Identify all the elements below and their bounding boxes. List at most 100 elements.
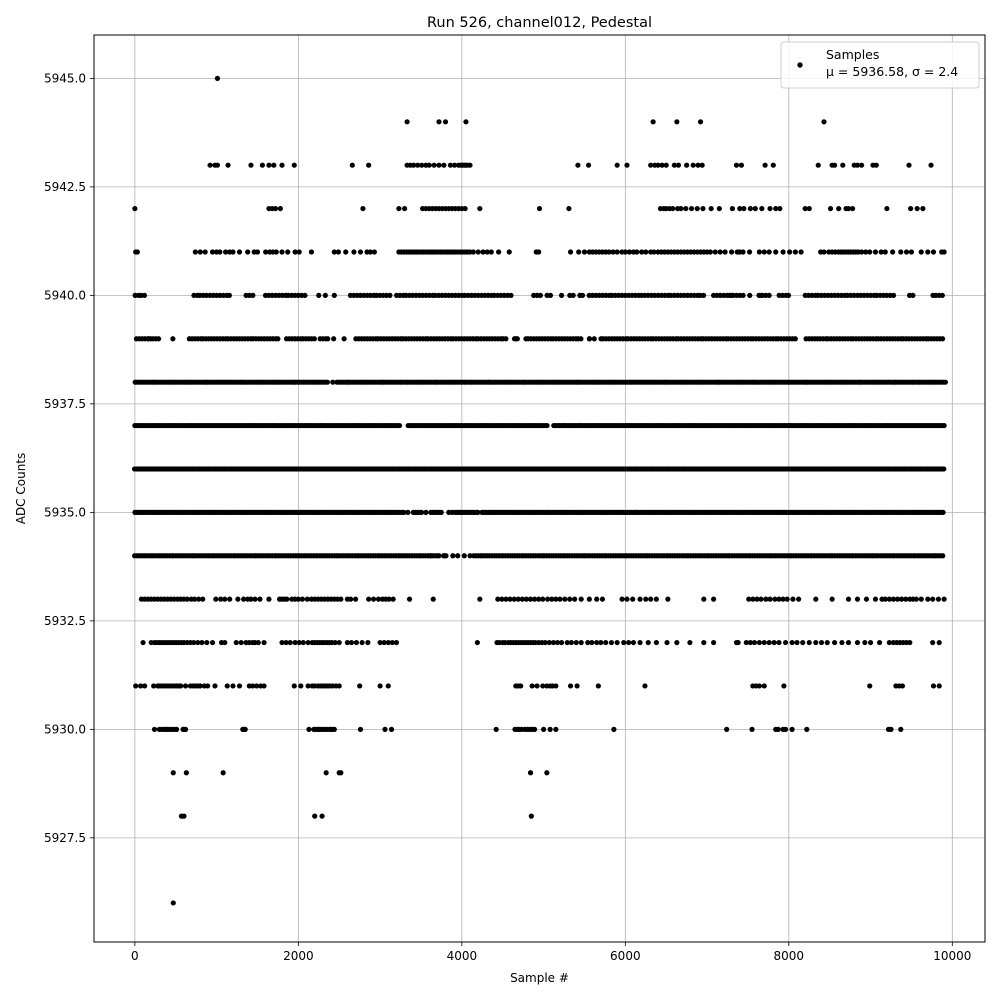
sample-point bbox=[626, 249, 633, 255]
sample-point bbox=[558, 639, 565, 646]
sample-point bbox=[475, 249, 481, 255]
sample-point bbox=[707, 249, 713, 255]
sample-point bbox=[332, 639, 338, 646]
sample-point bbox=[257, 596, 263, 602]
sample-point bbox=[941, 249, 947, 255]
sample-point bbox=[775, 726, 781, 732]
sample-point bbox=[648, 596, 654, 602]
sample-point bbox=[305, 639, 311, 646]
sample-point bbox=[477, 205, 483, 212]
sample-point bbox=[925, 596, 931, 602]
sample-point bbox=[405, 509, 411, 515]
sample-point bbox=[245, 249, 251, 255]
sample-point bbox=[197, 683, 203, 689]
sample-point bbox=[690, 162, 696, 168]
sample-point bbox=[740, 249, 746, 255]
sample-point bbox=[480, 249, 486, 255]
sample-point bbox=[527, 770, 534, 776]
sample-point bbox=[829, 596, 835, 602]
sample-point bbox=[876, 639, 883, 646]
sample-point bbox=[441, 162, 447, 168]
sample-point bbox=[918, 596, 924, 602]
sample-point bbox=[729, 292, 735, 298]
sample-point bbox=[903, 596, 909, 602]
sample-point bbox=[192, 249, 198, 255]
y-tick-label: 5932.5 bbox=[44, 614, 86, 628]
sample-point bbox=[806, 639, 812, 646]
sample-point bbox=[532, 726, 538, 732]
sample-point bbox=[643, 249, 649, 255]
sample-point bbox=[442, 553, 448, 559]
sample-point bbox=[235, 596, 241, 602]
sample-point bbox=[415, 162, 421, 168]
sample-point bbox=[939, 336, 946, 342]
sample-point bbox=[266, 162, 272, 168]
sample-point bbox=[928, 162, 934, 168]
sample-point bbox=[133, 683, 139, 689]
sample-point bbox=[741, 205, 747, 212]
sample-point bbox=[591, 336, 597, 342]
sample-point bbox=[537, 292, 544, 298]
sample-point bbox=[655, 162, 661, 168]
sample-point bbox=[319, 813, 325, 819]
sample-point bbox=[503, 336, 509, 342]
sample-point bbox=[595, 683, 601, 689]
sample-point bbox=[396, 205, 402, 212]
sample-point bbox=[614, 639, 620, 646]
sample-point bbox=[716, 205, 722, 212]
sample-point bbox=[279, 162, 285, 168]
sample-point bbox=[178, 683, 184, 689]
sample-point bbox=[230, 683, 236, 689]
sample-point bbox=[670, 205, 676, 212]
sample-point bbox=[751, 639, 758, 646]
sample-point bbox=[182, 683, 189, 689]
sample-point bbox=[545, 596, 551, 602]
sample-point bbox=[813, 639, 819, 646]
sample-point bbox=[821, 249, 827, 255]
sample-point bbox=[544, 422, 550, 429]
sample-point bbox=[213, 596, 219, 602]
sample-point bbox=[754, 596, 760, 602]
sample-point bbox=[137, 683, 144, 689]
sample-point bbox=[540, 726, 547, 732]
sample-point bbox=[386, 596, 392, 602]
sample-point bbox=[470, 249, 476, 255]
sample-point bbox=[134, 249, 140, 255]
sample-point bbox=[619, 596, 625, 602]
sample-point bbox=[255, 639, 261, 646]
sample-point bbox=[585, 162, 592, 168]
sample-point bbox=[683, 205, 689, 212]
sample-point bbox=[447, 162, 453, 168]
sample-point bbox=[272, 205, 279, 212]
sample-point bbox=[626, 639, 632, 646]
sample-point bbox=[643, 596, 649, 602]
sample-point bbox=[352, 596, 359, 602]
sample-point bbox=[653, 596, 659, 602]
sample-point bbox=[767, 205, 773, 212]
sample-point bbox=[431, 162, 437, 168]
sample-point bbox=[353, 639, 359, 646]
sample-point bbox=[436, 119, 442, 125]
sample-point bbox=[442, 119, 449, 125]
sample-point bbox=[898, 249, 904, 255]
sample-point bbox=[388, 726, 395, 732]
sample-point bbox=[651, 249, 657, 255]
sample-point bbox=[747, 292, 753, 298]
x-tick-label: 6000 bbox=[610, 949, 641, 963]
sample-point bbox=[581, 249, 588, 255]
sample-point bbox=[330, 379, 336, 385]
sample-point bbox=[336, 683, 342, 689]
sample-point bbox=[527, 596, 534, 602]
sample-point bbox=[642, 683, 648, 689]
sample-point bbox=[729, 205, 736, 212]
sample-point bbox=[792, 336, 798, 342]
sample-point bbox=[568, 639, 574, 646]
sample-point bbox=[756, 683, 762, 689]
sample-point bbox=[549, 596, 555, 602]
sample-point bbox=[261, 639, 267, 646]
sample-point bbox=[886, 639, 892, 646]
sample-point bbox=[697, 119, 704, 125]
sample-point bbox=[772, 596, 778, 602]
sample-point bbox=[474, 639, 480, 646]
sample-point bbox=[449, 509, 455, 515]
